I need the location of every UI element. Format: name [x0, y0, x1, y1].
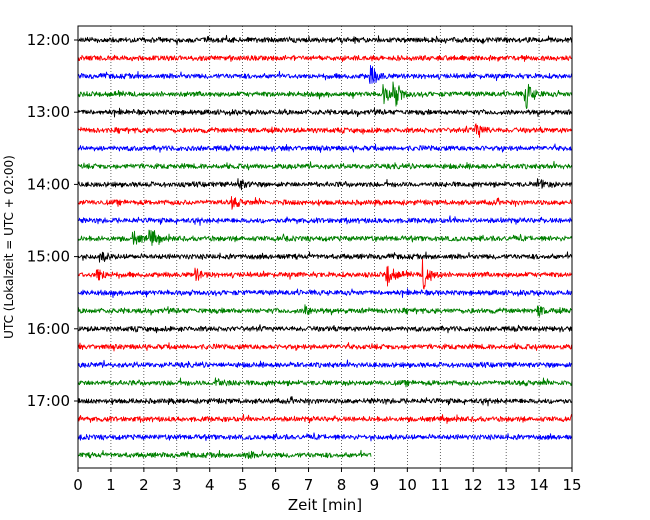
trace-1730 — [77, 432, 573, 442]
trace-1700 — [77, 396, 573, 407]
y-tick-label: 12:00 — [27, 31, 70, 49]
y-tick-label: 16:00 — [27, 320, 70, 338]
trace-1445 — [77, 229, 572, 246]
trace-1345 — [77, 160, 573, 171]
x-tick-label: 3 — [172, 476, 182, 494]
x-tick-label: 5 — [238, 476, 248, 494]
trace-1245 — [77, 81, 573, 109]
x-tick-label: 4 — [205, 476, 215, 494]
y-tick-label: 13:00 — [27, 103, 70, 121]
y-axis-ticks: 12:00 13:00 14:00 15:00 16:00 17:00 — [27, 31, 78, 410]
trace-1500 — [77, 251, 573, 263]
trace-1645 — [77, 377, 573, 388]
trace-1400 — [77, 178, 573, 191]
trace-1515 — [77, 258, 573, 290]
x-tick-label: 8 — [337, 476, 347, 494]
trace-1200 — [77, 34, 573, 46]
x-tick-label: 11 — [431, 476, 450, 494]
trace-1745 — [77, 449, 372, 460]
trace-1615 — [77, 342, 573, 352]
x-axis-ticks: 0 1 2 3 4 5 6 7 8 9 10 11 12 13 14 15 — [73, 468, 582, 494]
trace-1600 — [77, 324, 573, 334]
trace-1630 — [77, 359, 573, 369]
trace-1715 — [77, 413, 573, 424]
trace-1230 — [77, 64, 573, 85]
x-tick-label: 1 — [106, 476, 116, 494]
trace-1430 — [77, 215, 573, 226]
trace-1530 — [77, 288, 573, 299]
trace-1215 — [78, 54, 573, 63]
x-tick-label: 7 — [304, 476, 314, 494]
y-tick-label: 15:00 — [27, 248, 70, 266]
x-tick-label: 6 — [271, 476, 281, 494]
x-tick-label: 14 — [530, 476, 549, 494]
x-tick-label: 0 — [73, 476, 83, 494]
x-tick-label: 12 — [464, 476, 483, 494]
x-tick-label: 15 — [562, 476, 581, 494]
trace-1300 — [77, 107, 573, 118]
x-tick-label: 2 — [139, 476, 149, 494]
plot-frame — [77, 25, 573, 469]
trace-1330 — [77, 143, 573, 153]
x-tick-label: 13 — [497, 476, 516, 494]
y-axis-label: UTC (Lokalzeit = UTC + 02:00) — [2, 155, 16, 339]
x-tick-label: 10 — [398, 476, 417, 494]
y-tick-label: 14:00 — [27, 175, 70, 193]
x-axis-label: Zeit [min] — [288, 496, 362, 514]
trace-1545 — [77, 304, 573, 317]
y-tick-label: 17:00 — [27, 392, 70, 410]
trace-1315 — [77, 123, 573, 138]
seismic-traces — [77, 34, 573, 460]
x-tick-label: 9 — [370, 476, 380, 494]
trace-1415 — [77, 196, 573, 210]
